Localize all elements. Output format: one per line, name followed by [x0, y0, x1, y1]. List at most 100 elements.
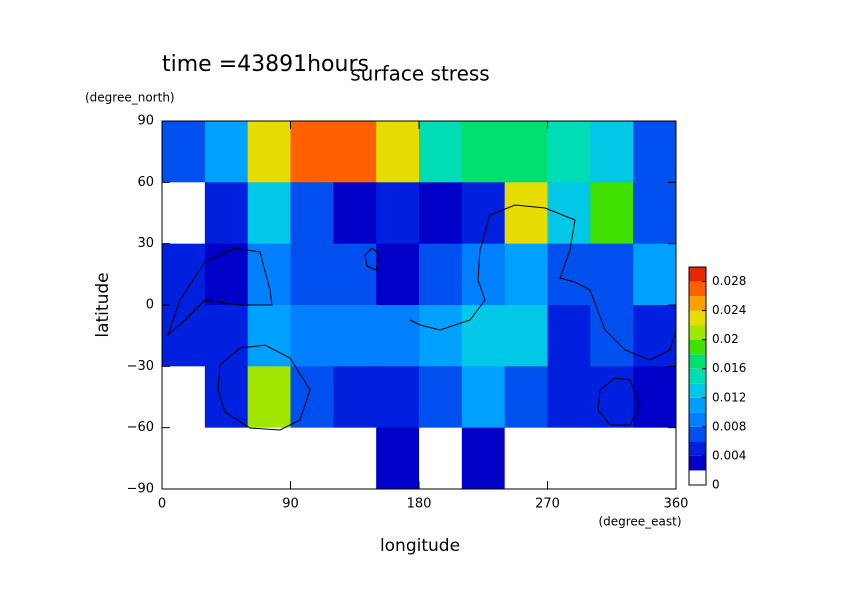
x-axis-label: longitude	[380, 536, 460, 556]
colorbar-tick-label: 0.004	[712, 448, 746, 462]
cell	[547, 121, 591, 183]
cell	[290, 427, 334, 490]
cell	[504, 182, 548, 245]
cell	[376, 182, 420, 245]
cell	[162, 243, 206, 306]
cell	[590, 182, 634, 245]
cell	[333, 366, 377, 429]
colorbar-box	[689, 267, 706, 282]
cell	[290, 182, 334, 245]
y-tick-label: −90	[127, 482, 154, 497]
cell	[376, 121, 420, 183]
cell	[247, 182, 291, 245]
colorbar-tick-label: 0.008	[712, 419, 746, 433]
cell	[376, 366, 420, 429]
cell	[461, 121, 506, 183]
field	[162, 121, 677, 490]
colorbar-box	[689, 339, 706, 355]
cell	[333, 427, 377, 490]
cell	[590, 243, 634, 306]
colorbar-box	[689, 281, 706, 297]
cell	[461, 366, 506, 429]
cell	[204, 182, 249, 245]
cell	[247, 366, 291, 429]
cell	[204, 366, 249, 429]
cell	[419, 305, 463, 367]
cell	[162, 366, 206, 429]
colorbar-box	[689, 412, 706, 427]
y-unit: (degree_north)	[85, 91, 175, 105]
cell	[290, 243, 334, 306]
colorbar-box	[689, 455, 706, 471]
x-tick-label: 360	[664, 497, 689, 512]
cell	[504, 366, 548, 429]
cell	[547, 305, 591, 367]
cell	[204, 305, 249, 367]
cell	[590, 121, 634, 183]
cell	[504, 305, 548, 367]
y-axis-label: latitude	[93, 272, 113, 337]
cell	[461, 427, 506, 490]
colorbar-tick-label: 0	[712, 478, 720, 492]
cell	[633, 121, 677, 183]
colorbar-tick-label: 0.02	[712, 332, 739, 346]
cell	[590, 427, 634, 490]
x-tick-label: 0	[158, 497, 166, 512]
cell	[247, 243, 291, 306]
cell	[419, 366, 463, 429]
y-tick-label: 0	[146, 298, 154, 313]
colorbar-box	[689, 310, 706, 326]
cell	[376, 305, 420, 367]
cell	[590, 305, 634, 367]
cell	[419, 121, 463, 183]
y-tick-label: −60	[127, 420, 154, 435]
colorbar-tick-label: 0.024	[712, 303, 746, 317]
cell	[547, 182, 591, 245]
colorbar-box	[689, 325, 706, 340]
cell	[247, 305, 291, 367]
cell	[376, 243, 420, 306]
colorbar-box	[689, 296, 706, 311]
colorbar-tick-label: 0.028	[712, 274, 746, 288]
cell	[547, 366, 591, 429]
colorbar-frame	[688, 266, 707, 486]
cell	[333, 243, 377, 306]
cell	[162, 305, 206, 367]
coastlines	[166, 204, 677, 431]
cell	[333, 182, 377, 245]
cell	[504, 121, 548, 183]
cell	[419, 427, 463, 490]
cell	[247, 427, 291, 490]
cell	[247, 121, 291, 183]
cell	[590, 366, 634, 429]
cell	[204, 121, 249, 183]
x-unit: (degree_east)	[598, 515, 681, 529]
cell	[162, 121, 206, 183]
x-tick-label: 90	[282, 497, 299, 512]
cell	[504, 427, 548, 490]
colorbar-box	[689, 383, 706, 398]
colorbar-box	[689, 397, 706, 413]
chart-title: surface stress	[350, 62, 489, 86]
cell	[204, 427, 249, 490]
cell	[162, 182, 206, 245]
colorbar-box	[689, 441, 706, 456]
colorbar-box	[689, 354, 706, 369]
cell	[419, 243, 463, 306]
colorbar-box	[689, 470, 706, 485]
cell	[461, 182, 506, 245]
colorbar-box	[689, 426, 706, 442]
colorbar-box	[689, 368, 706, 384]
cell	[290, 305, 334, 367]
cell	[419, 182, 463, 245]
cell	[633, 427, 677, 490]
colorbar-tick-label: 0.016	[712, 361, 746, 375]
cell	[290, 121, 334, 183]
y-tick-label: 30	[137, 236, 154, 251]
cell	[290, 366, 334, 429]
cell	[633, 366, 677, 429]
cell	[633, 182, 677, 245]
y-tick-label: 60	[137, 175, 154, 190]
time-label: time =43891hours	[162, 52, 369, 77]
